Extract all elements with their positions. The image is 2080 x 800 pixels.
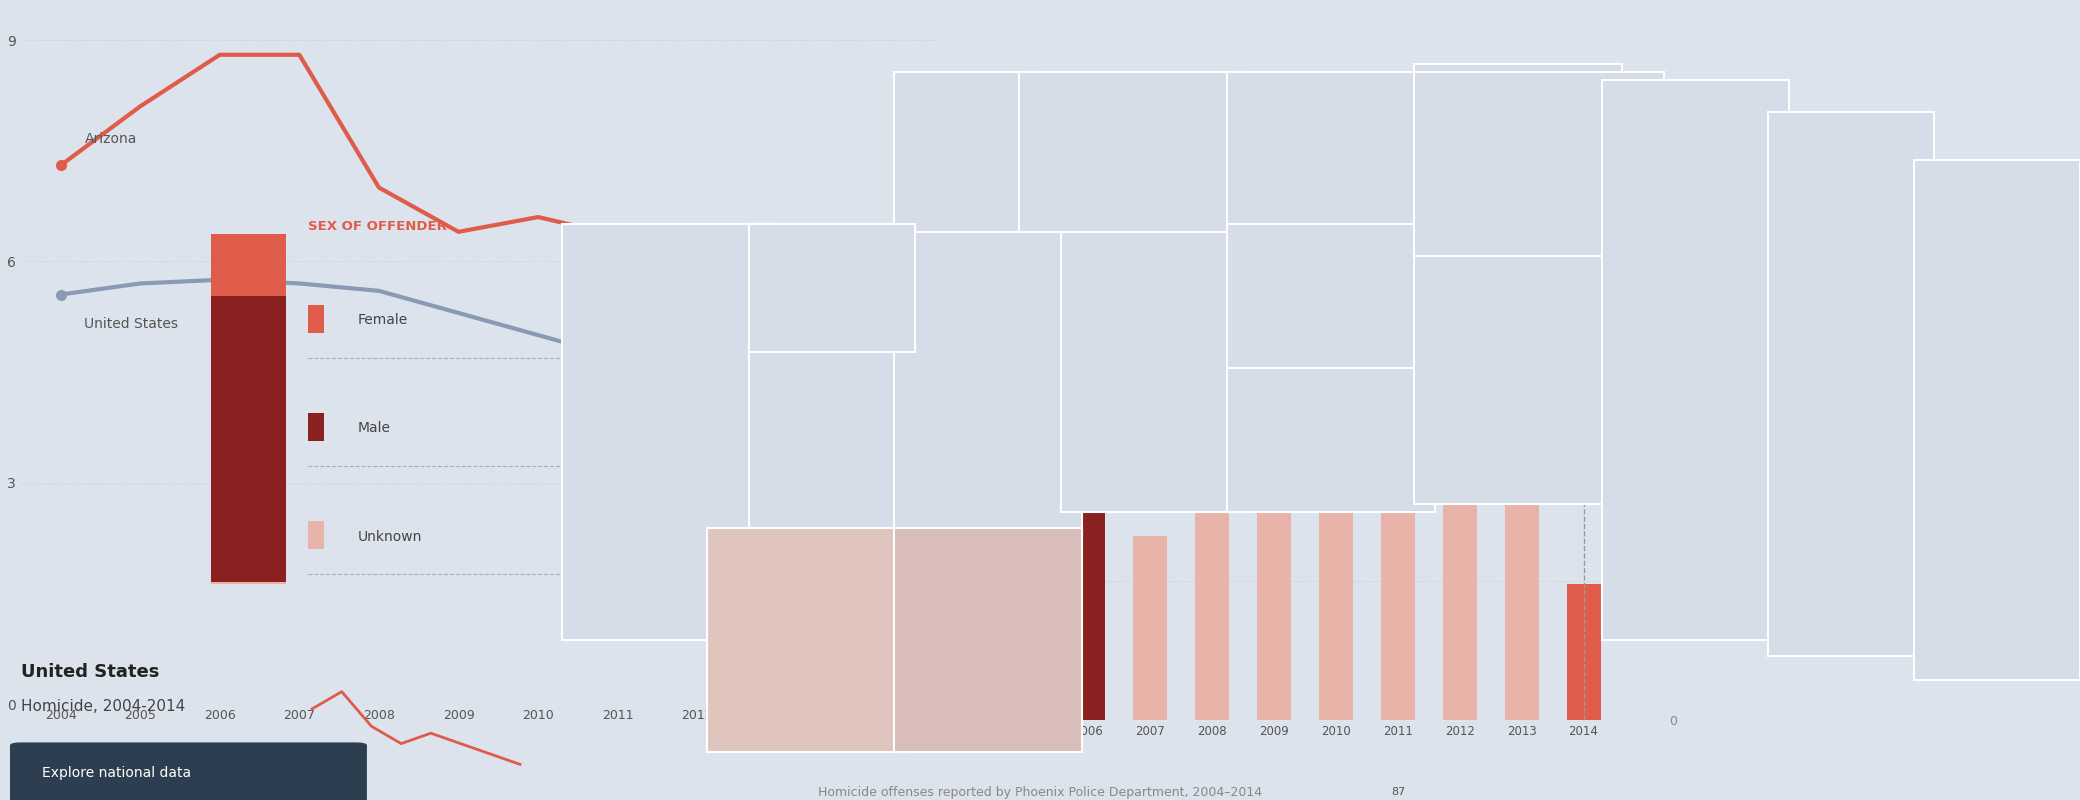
Bar (1566, 584, 1602, 720)
Text: <1%: <1% (562, 530, 597, 544)
Bar (1369, 426, 1419, 448)
Bar (1504, 499, 1539, 720)
Text: 87: 87 (1392, 787, 1404, 797)
Bar (1558, 206, 1610, 448)
Bar (1444, 483, 1477, 720)
Bar (1381, 499, 1414, 720)
Bar (1009, 512, 1044, 720)
Bar (1939, 437, 1988, 448)
Bar (212, 297, 287, 582)
Bar (1749, 371, 1799, 448)
Bar (1622, 283, 1672, 448)
Bar (308, 305, 324, 333)
Bar (1876, 426, 1926, 448)
Bar (1812, 404, 1864, 448)
Text: Homicide offenses reported by Phoenix Police Department, 2004–2014: Homicide offenses reported by Phoenix Po… (817, 786, 1263, 799)
Bar (1496, 141, 1545, 448)
Bar (1196, 443, 1229, 720)
Text: 18%: 18% (562, 314, 593, 327)
Bar (1134, 536, 1167, 720)
Text: Arizona: Arizona (85, 132, 137, 146)
Bar (308, 521, 324, 549)
Text: United States: United States (85, 317, 179, 330)
Text: Unknown: Unknown (358, 530, 422, 544)
Text: Male: Male (358, 422, 391, 435)
Bar (1685, 338, 1737, 448)
Bar (1071, 368, 1104, 720)
Bar (212, 234, 287, 297)
Text: Homicide, 2004-2014: Homicide, 2004-2014 (21, 699, 185, 714)
Bar (1071, 304, 1104, 368)
Text: SEX OF OFFENDER: SEX OF OFFENDER (308, 221, 447, 234)
Text: Explore national data: Explore national data (42, 766, 191, 780)
Bar (948, 528, 982, 720)
Bar (308, 413, 324, 441)
Bar (1433, 393, 1483, 448)
Text: 82%: 82% (562, 422, 593, 435)
Bar (1256, 483, 1292, 720)
X-axis label: OFFENDER AGE: OFFENDER AGE (1658, 470, 1764, 483)
Text: Female: Female (358, 314, 408, 327)
FancyBboxPatch shape (10, 742, 366, 800)
Text: United States: United States (21, 663, 160, 682)
Bar (212, 582, 287, 584)
Bar (1319, 496, 1352, 720)
